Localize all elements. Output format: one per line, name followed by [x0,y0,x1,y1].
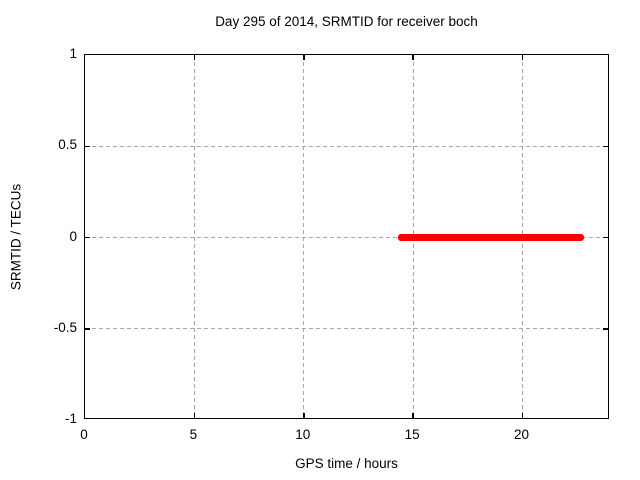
x-tick-mark-bottom [193,413,196,418]
x-gridline [193,55,195,418]
y-gridline [85,237,608,238]
plot-area [84,54,609,419]
x-tick-mark-bottom [303,413,305,418]
x-axis-label: GPS time / hours [295,456,398,471]
x-tick-mark-top [412,55,414,60]
y-tick-label: -0.5 [53,319,77,335]
y-tick-mark-left [85,328,90,330]
y-tick-label: 1 [69,46,77,61]
y-tick-label: 0 [69,228,77,244]
x-tick-label: 15 [404,427,420,442]
y-tick-label: -1 [64,411,77,426]
y-tick-mark-left [85,236,90,239]
y-tick-mark-left [85,145,90,147]
x-tick-label: 10 [295,427,311,442]
series-line-srmtid [397,234,584,241]
y-tick-label: 0.5 [58,137,77,153]
y-tick-mark-right [603,328,608,330]
x-gridline [303,55,305,418]
y-tick-mark-right [603,145,608,147]
x-tick-mark-bottom [412,413,414,418]
x-tick-mark-top [303,55,305,60]
x-tick-mark-top [521,55,524,60]
chart-title: Day 295 of 2014, SRMTID for receiver boc… [215,14,478,29]
x-tick-label: 0 [80,427,88,442]
y-gridline [85,145,608,147]
x-tick-mark-top [193,55,196,60]
y-gridline [85,328,608,330]
y-axis-label: SRMTID / TECUs [8,183,24,291]
x-tick-label: 5 [189,427,198,442]
y-tick-mark-right [603,236,608,239]
x-tick-mark-bottom [521,413,524,418]
x-tick-label: 20 [513,427,530,442]
